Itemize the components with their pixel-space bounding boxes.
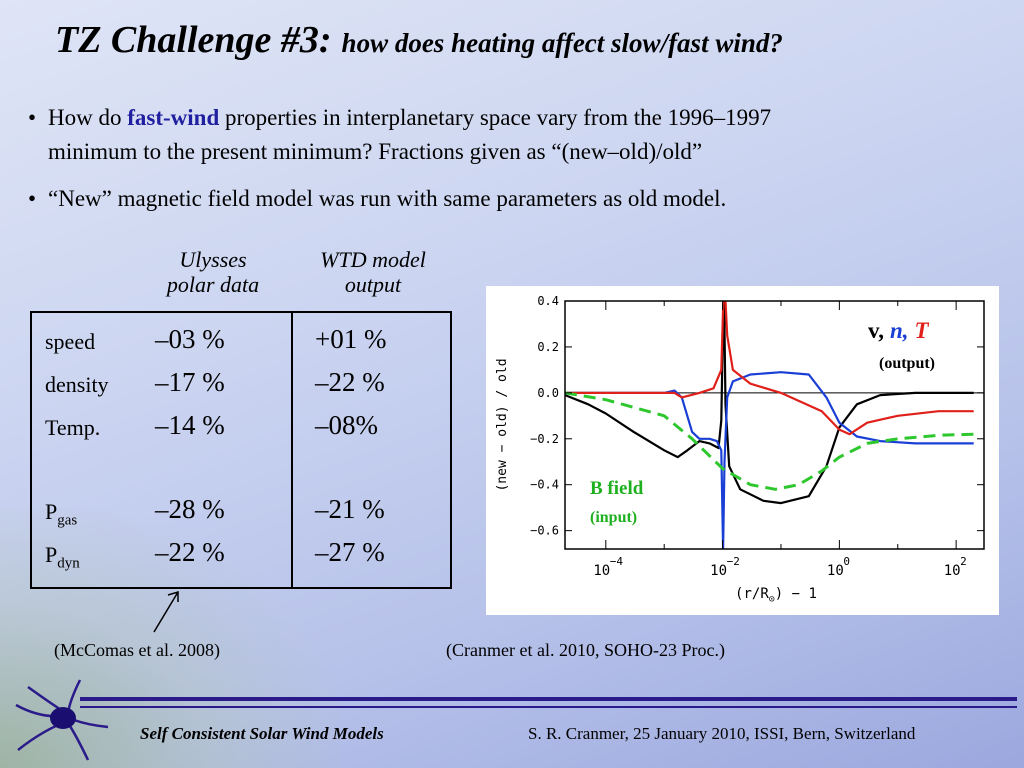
row-label-pgas: Pgas — [45, 499, 77, 529]
row-label-temp: Temp. — [45, 415, 101, 440]
cell-density-model: –22 % — [315, 367, 385, 397]
bullet-1-pre: How do — [48, 105, 128, 130]
y-tick-label: 0.4 — [537, 294, 559, 308]
column-header-wtd: WTD model output — [294, 247, 452, 297]
row-label-pdyn: Pdyn — [45, 542, 80, 572]
bullet-1: • How do fast-wind properties in interpl… — [28, 101, 771, 169]
series-line-v — [565, 301, 974, 505]
comparison-table: speed –03 % +01 % density –17 % –22 % Te… — [30, 311, 452, 589]
x-tick-label: 10 — [710, 563, 727, 579]
x-tick-label: 10 — [827, 563, 844, 579]
title-main: TZ Challenge #3: — [55, 19, 332, 61]
cell-pdyn-obs: –22 % — [155, 537, 225, 567]
sun-logo-icon — [15, 679, 109, 761]
x-tick-exponent: −2 — [727, 555, 740, 568]
cell-pgas-obs: –28 % — [155, 494, 225, 524]
cell-temp-obs: –14 % — [155, 410, 225, 440]
column-header-line: WTD model — [320, 247, 426, 272]
series-line-n — [565, 371, 974, 549]
cell-speed-obs: –03 % — [155, 324, 225, 354]
bullet-2: • “New” magnetic field model was run wit… — [28, 182, 726, 216]
y-tick-label: −0.6 — [530, 524, 559, 538]
bullet-1-post: properties in interplanetary space vary … — [219, 105, 772, 130]
x-tick-exponent: −4 — [610, 555, 624, 568]
x-tick-label: 10 — [944, 563, 961, 579]
x-tick-label: 10 — [593, 563, 610, 579]
column-header-line: polar data — [166, 272, 260, 297]
table-divider — [291, 313, 293, 587]
y-tick-label: −0.4 — [530, 478, 559, 492]
reference-mccomas: (McComas et al. 2008) — [54, 640, 220, 660]
bullet-dot: • — [28, 186, 37, 211]
reference-cranmer: (Cranmer et al. 2010, SOHO-23 Proc.) — [446, 640, 725, 660]
x-axis-label: (r/R⊙) − 1 — [735, 586, 817, 605]
footer-rule-thin — [80, 706, 1017, 708]
cell-temp-model: –08% — [315, 410, 378, 440]
legend-output: (output) — [879, 355, 935, 372]
label-sub-gas: gas — [57, 512, 78, 529]
footer-credit: S. R. Cranmer, 25 January 2010, ISSI, Be… — [528, 724, 916, 743]
row-label-density: density — [45, 372, 109, 397]
bullet-2-text: “New” magnetic field model was run with … — [48, 186, 727, 211]
x-tick-exponent: 2 — [960, 555, 967, 568]
label-p: P — [45, 499, 58, 524]
column-header-ulysses: Ulysses polar data — [140, 247, 286, 297]
plot-frame — [564, 300, 985, 550]
slide-title: TZ Challenge #3: how does heating affect … — [55, 18, 783, 62]
legend-input: (input) — [590, 509, 637, 526]
x-tick-exponent: 0 — [843, 555, 850, 568]
series-group — [565, 301, 974, 549]
cell-pdyn-model: –27 % — [315, 537, 385, 567]
title-subtitle: how does heating affect slow/fast wind? — [341, 28, 783, 58]
y-tick-label: −0.2 — [530, 432, 559, 446]
y-axis-label: (new − old) / old — [495, 358, 510, 491]
chart-panel: 0.4 0.2 0.0 −0.2 −0.4 −0.6 10 −4 10 −2 10 0 10 2 (new… — [486, 286, 999, 615]
cell-speed-model: +01 % — [315, 324, 387, 354]
cell-density-obs: –17 % — [155, 367, 225, 397]
series-line-B — [565, 391, 974, 491]
column-header-line: Ulysses — [179, 247, 247, 272]
footer-title: Self Consistent Solar Wind Models — [140, 724, 384, 743]
label-p: P — [45, 542, 58, 567]
label-sub-dyn: dyn — [57, 555, 80, 572]
y-tick-label: 0.0 — [537, 386, 559, 400]
row-label-speed: speed — [45, 329, 96, 354]
bullet-1-line2: minimum to the present minimum? Fraction… — [48, 139, 703, 164]
pointer-arrow — [153, 590, 179, 633]
series-line-T — [565, 301, 974, 436]
bullet-1-highlight: fast-wind — [127, 105, 220, 130]
column-header-line: output — [344, 272, 402, 297]
y-tick-label: 0.2 — [537, 340, 559, 354]
legend-vnT: v, n, T — [868, 318, 930, 343]
legend-bfield: B field — [590, 478, 644, 499]
footer-rule-thick — [80, 697, 1017, 701]
bullet-dot: • — [28, 105, 37, 130]
cell-pgas-model: –21 % — [315, 494, 385, 524]
